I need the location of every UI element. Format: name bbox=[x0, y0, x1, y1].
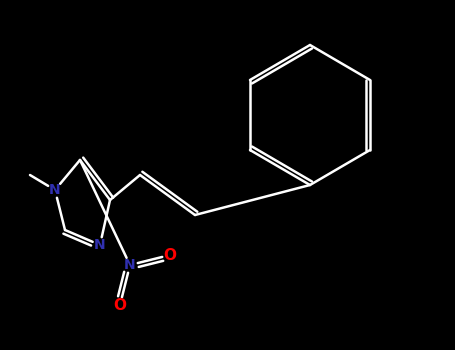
Text: O: O bbox=[163, 247, 177, 262]
Text: N: N bbox=[124, 258, 136, 272]
Text: N: N bbox=[49, 183, 61, 197]
Text: O: O bbox=[113, 298, 126, 313]
Text: N: N bbox=[94, 238, 106, 252]
